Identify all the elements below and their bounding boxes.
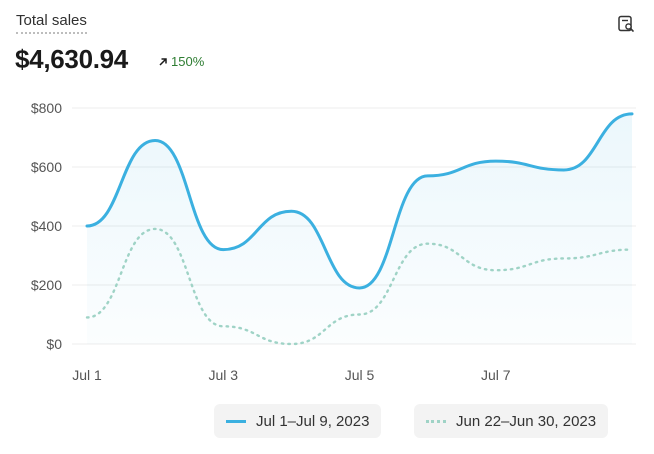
card-title[interactable]: Total sales (16, 12, 87, 34)
legend-current[interactable]: Jul 1–Jul 9, 2023 (214, 404, 382, 438)
y-tick-label: $800 (31, 100, 62, 116)
y-tick-label: $0 (46, 336, 62, 352)
y-tick-label: $600 (31, 159, 62, 175)
legend-previous-label: Jun 22–Jun 30, 2023 (456, 412, 597, 430)
series-area-current (87, 113, 632, 344)
legend-swatch-solid (226, 419, 246, 423)
x-tick-label: Jul 5 (345, 367, 375, 383)
sales-line-chart: $0 $200 $400 $600 $800 Jul 1 Jul 3 Jul 5 Jul 7 (31, 100, 636, 383)
x-tick-label: Jul 3 (208, 367, 238, 383)
report-search-icon[interactable] (614, 12, 638, 36)
legend-swatch-dotted (426, 419, 446, 423)
delta-badge: 150% (158, 54, 204, 69)
y-tick-label: $400 (31, 218, 62, 234)
legend-previous[interactable]: Jun 22–Jun 30, 2023 (414, 404, 609, 438)
y-tick-label: $200 (31, 277, 62, 293)
total-sales-value: $4,630.94 (15, 44, 128, 74)
arrow-up-right-icon (159, 57, 167, 66)
legend-current-label: Jul 1–Jul 9, 2023 (256, 412, 370, 430)
x-tick-label: Jul 7 (481, 367, 511, 383)
x-tick-label: Jul 1 (72, 367, 102, 383)
series-line-previous (85, 227, 634, 346)
delta-percent: 150% (171, 54, 205, 69)
series-line-current (85, 112, 634, 290)
